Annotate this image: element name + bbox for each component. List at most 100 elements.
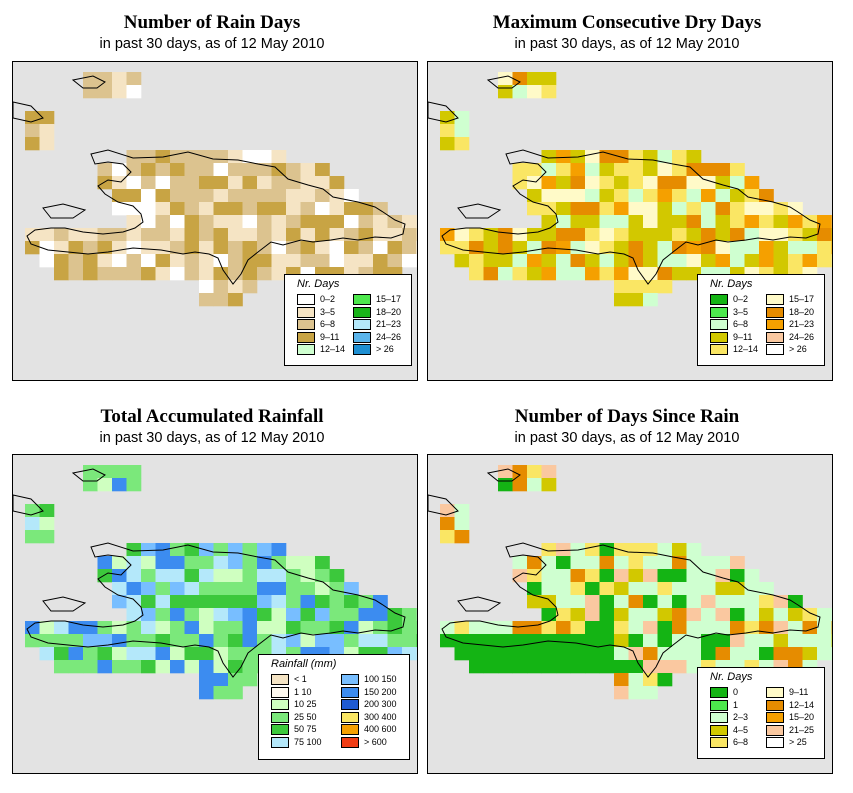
grid-cell: [643, 621, 658, 635]
grid-cell: [344, 241, 359, 255]
grid-cell: [628, 621, 644, 635]
grid-cell: [686, 556, 702, 570]
map-area: [12, 61, 418, 381]
legend-swatch: [353, 319, 371, 330]
grid-cell: [599, 556, 615, 570]
grid-cell: [657, 267, 673, 281]
grid-cell: [300, 582, 316, 596]
grid-cell: [454, 124, 470, 138]
grid-cell: [257, 582, 272, 596]
grid-cell: [97, 660, 113, 674]
grid-cell: [271, 582, 287, 596]
grid-cell: [184, 582, 200, 596]
grid-cell: [570, 254, 586, 268]
legend-label: 15–17: [789, 294, 815, 304]
grid-cell: [184, 543, 200, 557]
grid-cell: [39, 254, 55, 268]
grid-cell: [541, 72, 557, 86]
grid-cell: [257, 267, 272, 281]
grid-cell: [672, 176, 687, 190]
grid-cell: [759, 634, 774, 648]
grid-cell: [213, 163, 229, 177]
grid-cell: [213, 215, 229, 229]
grid-cell: [585, 543, 600, 557]
legend-label: 9–11: [733, 331, 753, 342]
grid-cell: [744, 647, 760, 661]
grid-cell: [643, 660, 658, 674]
grid-cell: [315, 556, 330, 570]
grid-cell: [199, 163, 214, 177]
grid-cell: [329, 176, 345, 190]
grid-cell: [512, 254, 528, 268]
grid-cell: [39, 241, 55, 255]
grid-cell: [315, 228, 330, 242]
grid-cell: [213, 608, 229, 622]
grid-cell: [715, 569, 731, 583]
grid-cell: [315, 176, 330, 190]
grid-cell: [657, 176, 673, 190]
grid-cell: [672, 595, 687, 609]
legend-label: 9–11: [789, 687, 809, 697]
grid-cell: [628, 189, 644, 203]
grid-cell: [744, 215, 760, 229]
grid-cell: [686, 634, 702, 648]
grid-cell: [141, 228, 156, 242]
island-outline: [13, 101, 44, 123]
grid-cell: [126, 202, 142, 216]
grid-cell: [228, 686, 243, 700]
grid-cell: [570, 228, 586, 242]
grid-cell: [112, 556, 127, 570]
grid-cell: [373, 595, 388, 609]
grid-cell: [556, 660, 571, 674]
grid-cell: [155, 254, 171, 268]
panel-subtitle: in past 30 days, as of 12 May 2010: [514, 36, 740, 52]
grid-cell: [614, 241, 629, 255]
grid-cell: [585, 202, 600, 216]
grid-cell: [213, 543, 229, 557]
grid-cell: [585, 163, 600, 177]
grid-cell: [715, 608, 731, 622]
grid-cell: [112, 595, 127, 609]
grid-cell: [126, 569, 142, 583]
grid-cell: [701, 215, 716, 229]
legend-label: 75 100: [294, 736, 322, 747]
grid-cell: [97, 254, 113, 268]
grid-cell: [184, 228, 200, 242]
grid-cell: [402, 215, 417, 229]
grid-cell: [556, 543, 571, 557]
grid-cell: [213, 582, 229, 596]
grid-cell: [315, 254, 330, 268]
grid-cell: [155, 189, 171, 203]
grid-cell: [628, 660, 644, 674]
grid-cell: [657, 660, 673, 674]
grid-cell: [773, 634, 789, 648]
grid-cell: [242, 254, 258, 268]
grid-cell: [68, 647, 84, 661]
grid-cell: [657, 595, 673, 609]
grid-cell: [744, 608, 760, 622]
grid-cell: [556, 647, 571, 661]
grid-cell: [228, 660, 243, 674]
grid-cell: [97, 647, 113, 661]
grid-cell: [498, 647, 513, 661]
grid-cell: [483, 267, 499, 281]
grid-cell: [126, 72, 142, 86]
grid-cell: [643, 634, 658, 648]
legend-title: Rainfall (mm): [271, 658, 337, 670]
legend-label: 4–5: [733, 724, 749, 735]
legend-label: 24–26: [376, 331, 402, 342]
grid-cell: [112, 634, 127, 648]
grid-cell: [68, 241, 84, 255]
grid-cell: [628, 556, 644, 570]
grid-cell: [715, 228, 731, 242]
grid-cell: [614, 556, 629, 570]
grid-cell: [541, 608, 557, 622]
grid-cell: [730, 215, 745, 229]
grid-cell: [628, 293, 644, 307]
grid-cell: [184, 647, 200, 661]
grid-cell: [155, 202, 171, 216]
grid-cell: [454, 241, 470, 255]
grid-cell: [730, 582, 745, 596]
grid-cell: [242, 647, 258, 661]
grid-cell: [599, 634, 615, 648]
